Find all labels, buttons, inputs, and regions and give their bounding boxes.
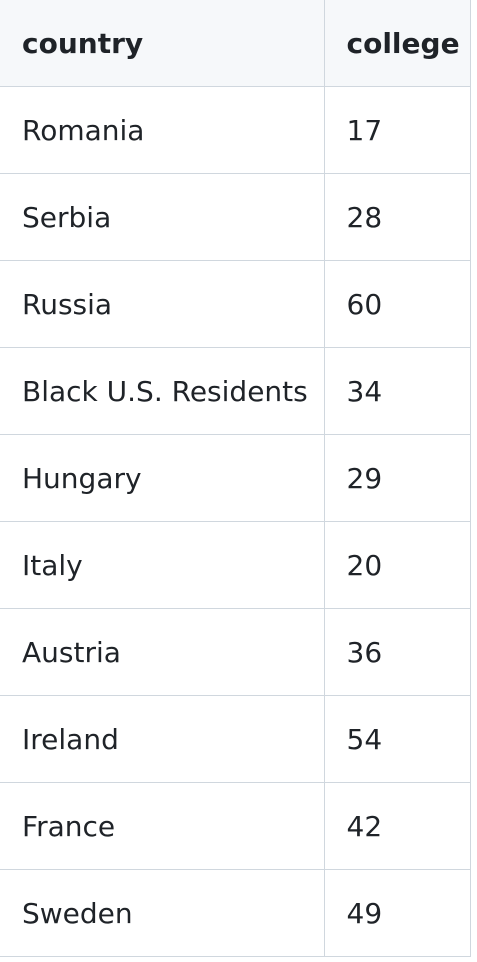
- table-row: Italy 20: [0, 521, 471, 609]
- country-cell: France: [0, 782, 325, 870]
- college-cell: 36: [323, 608, 471, 696]
- country-cell: Serbia: [0, 173, 325, 261]
- college-cell: 20: [323, 521, 471, 609]
- table-row: Black U.S. Residents 34: [0, 347, 471, 435]
- header-row: country college: [0, 0, 471, 87]
- table-row: Serbia 28: [0, 173, 471, 261]
- table-row: Ireland 54: [0, 695, 471, 783]
- country-cell: Austria: [0, 608, 325, 696]
- college-cell: 17: [323, 86, 471, 174]
- country-cell: Hungary: [0, 434, 325, 522]
- table-row: France 42: [0, 782, 471, 870]
- college-cell: 54: [323, 695, 471, 783]
- country-cell: Black U.S. Residents: [0, 347, 325, 435]
- table-row: Russia 60: [0, 260, 471, 348]
- college-cell: 34: [323, 347, 471, 435]
- table-row: Austria 36: [0, 608, 471, 696]
- college-cell: 28: [323, 173, 471, 261]
- table-row: Romania 17: [0, 86, 471, 174]
- table-row: Hungary 29: [0, 434, 471, 522]
- country-cell: Sweden: [0, 869, 325, 957]
- country-cell: Russia: [0, 260, 325, 348]
- country-cell: Ireland: [0, 695, 325, 783]
- college-cell: 29: [323, 434, 471, 522]
- table-row: Sweden 49: [0, 869, 471, 957]
- country-cell: Romania: [0, 86, 325, 174]
- college-cell: 60: [323, 260, 471, 348]
- country-cell: Italy: [0, 521, 325, 609]
- column-header-college[interactable]: college: [323, 0, 471, 87]
- college-cell: 42: [323, 782, 471, 870]
- college-cell: 49: [323, 869, 471, 957]
- column-header-country[interactable]: country: [0, 0, 325, 87]
